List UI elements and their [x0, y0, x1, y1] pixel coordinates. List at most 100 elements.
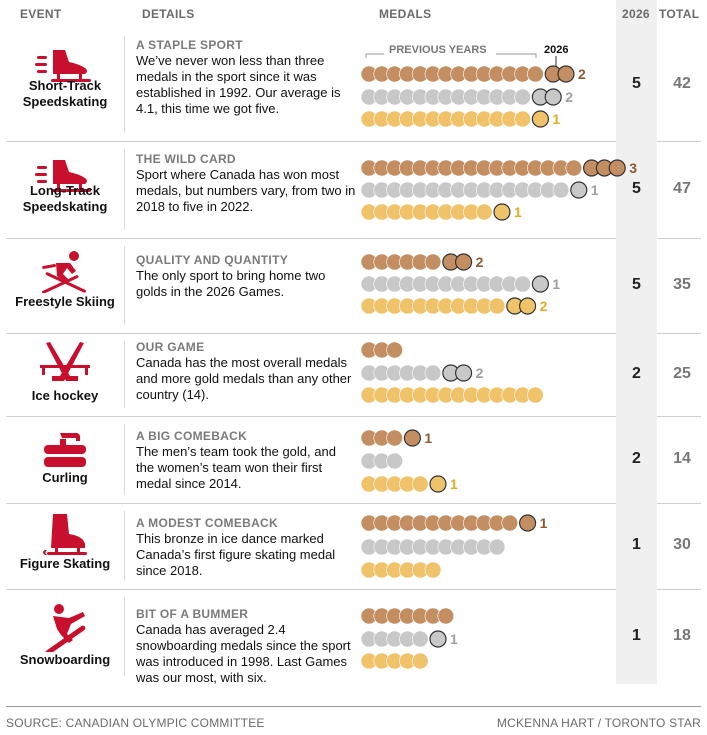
event-name-line2: Curling [42, 470, 88, 485]
details-block: BIT OF A BUMMER Canada has averaged 2.4 s… [136, 607, 356, 686]
event-name: Curling [6, 470, 124, 486]
row-divider [657, 503, 701, 504]
details-title: OUR GAME [136, 340, 205, 354]
row-divider [6, 333, 616, 334]
event-name-line2: Freestyle Skiing [15, 294, 115, 309]
silver-medal-2026-label: 1 [552, 276, 560, 292]
silver-medal-previous [411, 630, 429, 648]
footer-source: SOURCE: CANADIAN OLYMPIC COMMITTEE [6, 716, 265, 730]
bronze-medal-2026 [557, 65, 575, 83]
medals-2026-count: 2 [632, 449, 641, 467]
silver-medal-2026 [455, 364, 473, 382]
medals-2026-count: 1 [632, 626, 641, 644]
silver-medal-previous [424, 364, 442, 382]
details-block: A MODEST COMEBACK This bronze in ice danc… [136, 516, 356, 579]
column-divider [124, 149, 125, 230]
silver-medal-previous [552, 181, 570, 199]
silver-medal-previous [386, 452, 403, 470]
bronze-medal-2026 [455, 253, 473, 271]
silver-medal-2026 [570, 181, 588, 199]
details-text: The only sport to bring home two golds i… [136, 268, 326, 299]
details-text: This bronze in ice dance marked Canada’s… [136, 531, 336, 578]
gold-medal-2026-label: 1 [514, 204, 522, 220]
gold-medal-previous [411, 475, 429, 493]
row-divider [657, 238, 701, 239]
gold-medal-2026 [493, 203, 511, 221]
figure-skate-icon [6, 512, 124, 563]
details-text: Canada has averaged 2.4 snowboarding med… [136, 622, 351, 685]
silver-medal-previous [514, 88, 531, 106]
previous-years-label: PREVIOUS YEARS [389, 44, 487, 56]
bronze-medal-previous [424, 253, 442, 271]
row-divider [657, 141, 701, 142]
silver-medal-2026 [429, 630, 447, 648]
column-2026-background [616, 0, 657, 684]
gold-medal-2026-label: 1 [552, 111, 560, 127]
medals-total-count: 47 [673, 179, 691, 197]
row-divider [6, 503, 616, 504]
bronze-medal-2026 [403, 429, 421, 447]
medals-total-count: 18 [673, 626, 691, 644]
details-title: A MODEST COMEBACK [136, 516, 278, 530]
bronze-medal-previous [501, 514, 519, 532]
bronze-medal-2026-label: 2 [578, 66, 586, 82]
header-2026: 2026 [622, 7, 650, 21]
details-title: A BIG COMEBACK [136, 429, 248, 443]
event-name-line2: Snowboarding [19, 652, 111, 667]
bronze-medal-2026-label: 1 [540, 515, 548, 531]
silver-medal-previous [488, 538, 506, 556]
bronze-medal-previous [437, 607, 455, 625]
gold-medal-previous [527, 386, 544, 404]
gold-medal-previous [475, 203, 493, 221]
gold-medal-previous [424, 561, 442, 579]
details-block: A STAPLE SPORT We’ve never won less than … [136, 38, 356, 117]
event-name-line2: Figure Skating [19, 556, 111, 571]
event-name: Long-Track Speedskating [6, 183, 124, 215]
bronze-medal-2026-label: 3 [629, 160, 637, 176]
details-title: QUALITY AND QUANTITY [136, 253, 288, 267]
medals-total-count: 14 [673, 449, 691, 467]
hockey-sticks-icon [6, 341, 124, 392]
curling-stone-icon [6, 431, 124, 474]
row-divider [657, 333, 701, 334]
details-block: OUR GAME Canada has the most overall meda… [136, 340, 356, 403]
event-name: Short-Track Speedskating [6, 78, 124, 110]
details-text: We’ve never won less than three medals i… [136, 53, 341, 116]
column-divider [124, 511, 125, 581]
column-divider [124, 597, 125, 676]
speed-skate-icon [6, 156, 124, 201]
footer-divider [6, 706, 701, 707]
gold-medal-2026 [429, 475, 447, 493]
silver-medal-2026-label: 2 [565, 89, 573, 105]
row-divider [657, 416, 701, 417]
details-text: Canada has the most overall medals and m… [136, 355, 352, 402]
gold-medal-2026-label: 1 [450, 476, 458, 492]
column-divider [124, 341, 125, 408]
medals-total-count: 42 [673, 74, 691, 92]
silver-medal-2026-label: 1 [450, 631, 458, 647]
row-divider [6, 141, 616, 142]
gold-medal-previous [411, 652, 429, 670]
bronze-medal-previous [527, 65, 544, 83]
row-divider [6, 238, 616, 239]
gold-medal-2026 [531, 110, 550, 128]
gold-medal-2026-label: 2 [540, 298, 548, 314]
row-divider [657, 589, 701, 590]
event-name: Ice hockey [6, 388, 124, 404]
details-title: THE WILD CARD [136, 152, 236, 166]
details-text: The men’s team took the gold, and the wo… [136, 444, 336, 491]
header-event: EVENT [20, 7, 62, 21]
event-name: Freestyle Skiing [6, 294, 124, 310]
gold-medal-previous [514, 110, 531, 128]
header-details: DETAILS [142, 7, 195, 21]
column-divider [124, 36, 125, 133]
silver-medal-2026-label: 2 [476, 365, 484, 381]
bronze-medal-previous [386, 341, 403, 359]
previous-years-label-bg [384, 42, 496, 58]
footer-credit: MCKENNA HART / TORONTO STAR [496, 716, 701, 730]
year-2026-label: 2026 [544, 44, 568, 56]
silver-medal-2026 [544, 88, 562, 106]
details-text: Sport where Canada has won most medals, … [136, 167, 356, 214]
gold-medal-previous [488, 297, 506, 315]
event-name: Snowboarding [6, 652, 124, 668]
